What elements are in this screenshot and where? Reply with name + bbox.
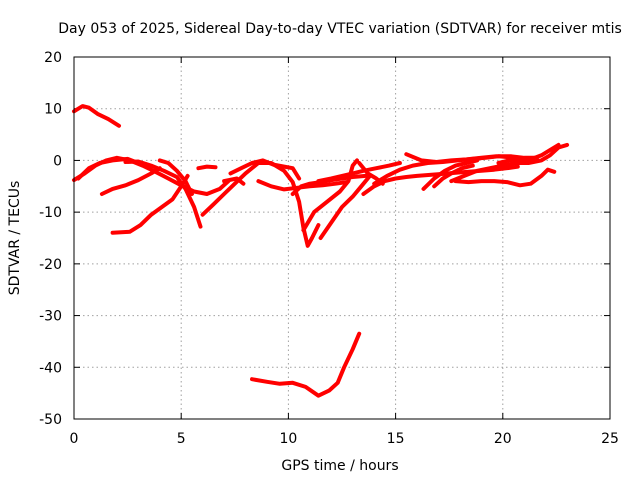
- trace-arc-10: [228, 158, 302, 181]
- y-tick-label: -20: [39, 257, 62, 273]
- x-tick-label: 15: [387, 431, 405, 447]
- grid: [74, 57, 610, 419]
- trace-arc-17: [318, 173, 372, 240]
- x-axis-label: GPS time / hours: [281, 458, 398, 474]
- trace-arc-25: [453, 167, 557, 188]
- x-tick-label: 0: [70, 431, 79, 447]
- y-tick-label: -30: [39, 309, 62, 325]
- trace-arc-11: [222, 176, 246, 186]
- trace-arc-09: [200, 161, 321, 248]
- trace-arc-22: [421, 158, 480, 191]
- trace-arc-01: [72, 104, 121, 128]
- trace-arc-04: [99, 166, 162, 196]
- trace-arc-26: [496, 142, 561, 165]
- axis-ticks: 0 5 10 15 20 25 -50 -40 -30 -20 -10 0 10 20: [39, 50, 619, 447]
- x-tick-label: 20: [494, 431, 512, 447]
- x-tick-label: 5: [177, 431, 186, 447]
- trace-arc-06: [110, 173, 190, 235]
- y-tick-label: -50: [39, 412, 62, 428]
- y-axis-label: SDTVAR / TECUs: [7, 181, 23, 296]
- trace-arc-24: [449, 142, 570, 184]
- trace-series: [72, 104, 570, 398]
- y-tick-label: -10: [39, 205, 62, 221]
- y-tick-label: 10: [44, 102, 62, 118]
- trace-arc-12: [250, 331, 362, 398]
- trace-arc-19: [361, 164, 520, 196]
- trace-arc-03: [76, 156, 141, 181]
- x-tick-label: 10: [279, 431, 297, 447]
- trace-arc-23: [432, 163, 475, 189]
- trace-arc-15: [316, 161, 402, 184]
- trace-arc-08: [196, 164, 218, 171]
- plot-frame: [73, 56, 611, 420]
- trace-arc-05: [123, 159, 203, 229]
- y-tick-label: -40: [39, 360, 62, 376]
- trace-arc-21: [404, 152, 540, 164]
- trace-arc-16: [301, 158, 359, 233]
- y-tick-label: 0: [53, 153, 62, 169]
- x-tick-label: 25: [601, 431, 619, 447]
- trace-arc-07: [157, 158, 194, 196]
- chart-title: Day 053 of 2025, Sidereal Day-to-day VTE…: [58, 21, 622, 37]
- y-tick-label: 20: [44, 50, 62, 66]
